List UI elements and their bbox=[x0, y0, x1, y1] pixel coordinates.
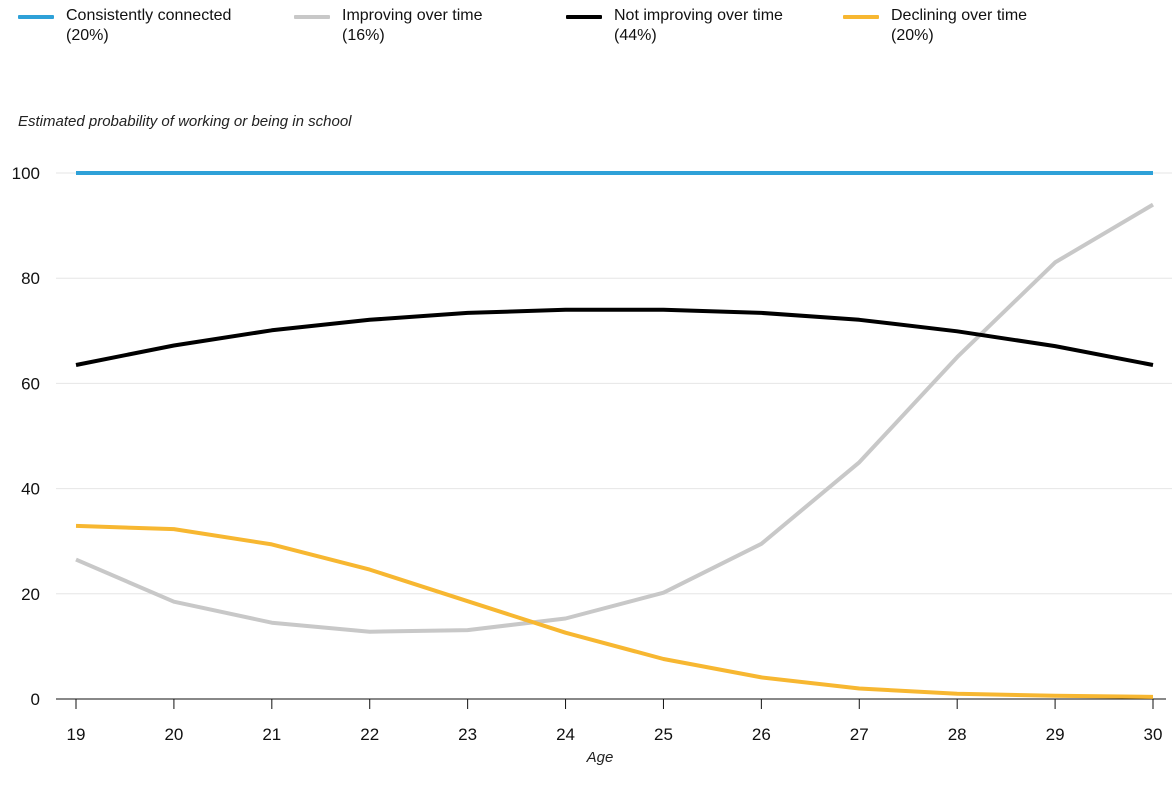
series-line-declining-over-time bbox=[75, 523, 1154, 699]
y-tick-label: 20 bbox=[21, 585, 40, 604]
legend-swatch bbox=[843, 15, 879, 19]
x-tick-label: 23 bbox=[458, 725, 477, 744]
series-line-not-improving-over-time bbox=[75, 307, 1154, 367]
legend-swatch bbox=[566, 15, 602, 19]
x-tick-label: 25 bbox=[654, 725, 673, 744]
y-axis-title: Estimated probability of working or bein… bbox=[18, 113, 352, 130]
y-tick-label: 0 bbox=[31, 690, 40, 709]
y-tick-label: 60 bbox=[21, 374, 40, 393]
legend-label: Declining over time bbox=[891, 7, 1028, 24]
x-tick-label: 21 bbox=[262, 725, 281, 744]
x-tick-label: 29 bbox=[1046, 725, 1065, 744]
legend-share: (20%) bbox=[66, 27, 109, 44]
legend-share: (16%) bbox=[342, 27, 385, 44]
x-tick-label: 19 bbox=[67, 725, 86, 744]
legend-share: (44%) bbox=[614, 27, 657, 44]
gridlines bbox=[56, 172, 1172, 595]
series-line-improving-over-time bbox=[75, 202, 1155, 634]
x-tick-label: 27 bbox=[850, 725, 869, 744]
x-axis-title: Age bbox=[586, 749, 614, 766]
x-tick-label: 22 bbox=[360, 725, 379, 744]
y-tick-label: 80 bbox=[21, 269, 40, 288]
legend: Consistently connected (20%) Improving o… bbox=[18, 6, 1168, 50]
y-tick-label: 40 bbox=[21, 480, 40, 499]
legend-swatch bbox=[18, 15, 54, 19]
legend-label: Consistently connected bbox=[66, 7, 232, 24]
y-tick-label: 100 bbox=[12, 164, 40, 183]
x-tick-label: 26 bbox=[752, 725, 771, 744]
series-lines bbox=[75, 171, 1155, 699]
x-tick-label: 28 bbox=[948, 725, 967, 744]
legend-label: Not improving over time bbox=[614, 7, 783, 24]
x-tick-label: 24 bbox=[556, 725, 575, 744]
x-tick-label: 20 bbox=[164, 725, 183, 744]
legend-label: Improving over time bbox=[342, 7, 483, 24]
x-axis: 19 20 21 22 23 24 25 26 27 28 29 30 bbox=[56, 698, 1166, 744]
legend-share: (20%) bbox=[891, 27, 934, 44]
x-tick-label: 30 bbox=[1144, 725, 1163, 744]
y-axis: 0 20 40 60 80 100 bbox=[12, 164, 40, 709]
legend-swatch bbox=[294, 15, 330, 19]
